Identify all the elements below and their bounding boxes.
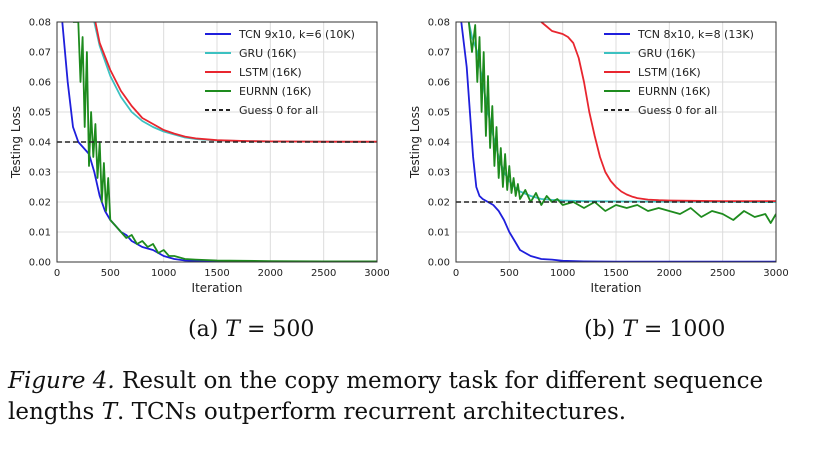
- y-tick-label: 0.03: [428, 168, 450, 179]
- caption-variable: T: [101, 399, 118, 425]
- y-tick-label: 0.07: [428, 48, 450, 59]
- y-tick-label: 0.02: [428, 198, 450, 209]
- caption-text-part1: Result on the copy memory task for diffe…: [8, 368, 764, 425]
- series-line-eurnn-16k: [467, 22, 776, 224]
- legend-entry: Guess 0 for all: [239, 104, 318, 117]
- y-tick-label: 0.05: [29, 108, 51, 119]
- y-tick-label: 0.04: [29, 138, 51, 149]
- x-tick-label: 1500: [204, 268, 229, 279]
- x-tick-label: 3000: [364, 268, 389, 279]
- y-tick-label: 0.01: [428, 228, 450, 239]
- legend-entry: GRU (16K): [239, 47, 297, 60]
- axes-frame: [56, 21, 378, 263]
- figure-caption: Figure 4. Result on the copy memory task…: [8, 366, 818, 428]
- subcaption: (a) T = 500: [188, 317, 314, 342]
- y-tick-label: 0.01: [29, 228, 51, 239]
- series-group: [456, 22, 776, 262]
- axes-frame: [455, 21, 777, 263]
- x-tick-label: 1000: [151, 268, 176, 279]
- chart-b: 0 500 1000 1500 2000 2500 3000 0.00 0.01 0.02 0.03…: [408, 18, 789, 343]
- legend-entry: LSTM (16K): [239, 66, 302, 79]
- series-line-eurnn-16k: [73, 22, 377, 262]
- series-line-lstm-16k: [540, 22, 776, 203]
- legend-entry: TCN 9x10, k=6 (10K): [238, 28, 355, 41]
- subcaption: (b) T = 1000: [584, 317, 725, 342]
- x-tick-label: 2500: [710, 268, 735, 279]
- y-tick-label: 0.06: [29, 78, 51, 89]
- y-axis-label: Testing Loss: [9, 106, 23, 179]
- y-tick-label: 0.07: [29, 48, 51, 59]
- x-tick-label: 500: [101, 268, 120, 279]
- y-tick-label: 0.06: [428, 78, 450, 89]
- y-tick-label: 0.00: [428, 258, 450, 269]
- caption-label: Figure 4.: [8, 368, 115, 394]
- y-tick-label: 0.05: [428, 108, 450, 119]
- x-tick-label: 0: [453, 268, 459, 279]
- x-tick-label: 3000: [763, 268, 788, 279]
- legend-entry: LSTM (16K): [638, 66, 701, 79]
- legend-entry: GRU (16K): [638, 47, 696, 60]
- y-tick-label: 0.04: [428, 138, 450, 149]
- y-tick-label: 0.00: [29, 258, 51, 269]
- y-tick-label: 0.08: [428, 18, 450, 29]
- legend: TCN 8x10, k=8 (13K) GRU (16K) LSTM (16K) EU…: [604, 28, 754, 117]
- legend-entry: Guess 0 for all: [638, 104, 717, 117]
- chart-a: 0 500 1000 1500 2000 2500 3000 0.00 0.01 0.02 0.03…: [9, 18, 390, 343]
- series-line-tcn-8x10-k-8-13k: [460, 22, 776, 262]
- x-axis-label: Iteration: [192, 281, 243, 295]
- legend-entry: EURNN (16K): [239, 85, 311, 98]
- legend-entry: EURNN (16K): [638, 85, 710, 98]
- x-tick-label: 0: [54, 268, 60, 279]
- x-tick-label: 1000: [550, 268, 575, 279]
- x-axis-label: Iteration: [591, 281, 642, 295]
- legend-entry: TCN 8x10, k=8 (13K): [637, 28, 754, 41]
- x-tick-label: 1500: [603, 268, 628, 279]
- y-tick-label: 0.08: [29, 18, 51, 29]
- x-tick-label: 500: [500, 268, 519, 279]
- y-tick-label: 0.02: [29, 198, 51, 209]
- x-tick-label: 2500: [311, 268, 336, 279]
- caption-text-part2: . TCNs outperform recurrent architecture…: [117, 399, 627, 425]
- x-tick-label: 2000: [657, 268, 682, 279]
- y-axis-label: Testing Loss: [408, 106, 422, 179]
- y-tick-label: 0.03: [29, 168, 51, 179]
- legend: TCN 9x10, k=6 (10K) GRU (16K) LSTM (16K) EU…: [205, 28, 355, 117]
- series-group: [57, 22, 377, 262]
- x-tick-label: 2000: [258, 268, 283, 279]
